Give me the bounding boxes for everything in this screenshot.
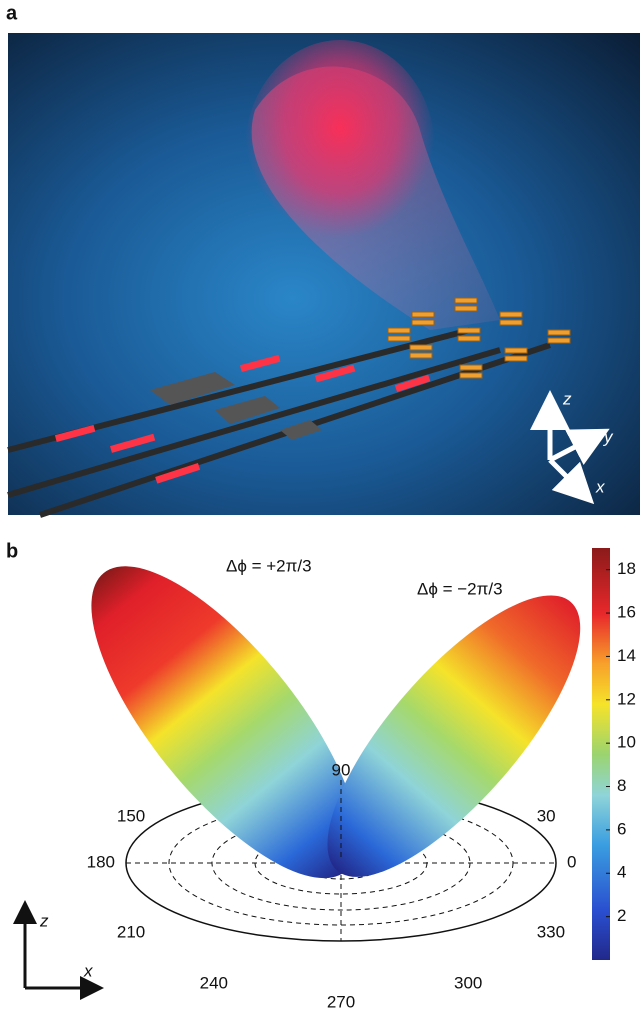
colorbar-tick-label: 18	[617, 559, 636, 578]
radiation-lobes	[91, 566, 581, 879]
colorbar-tick-label: 14	[617, 646, 636, 665]
axis-label: z	[562, 389, 572, 408]
colorbar-tick-label: 4	[617, 863, 626, 882]
axis-label: y	[603, 427, 614, 446]
polar-tick-label: 150	[117, 806, 145, 825]
annotation: Δϕ = +2π/3	[226, 556, 312, 575]
polar-tick-label: 270	[327, 992, 355, 1011]
colorbar-tick-label: 6	[617, 819, 626, 838]
axis-arrows	[13, 900, 104, 1000]
polar-tick-label: 240	[200, 974, 228, 993]
panel-label: b	[6, 540, 18, 562]
colorbar-tick-label: 16	[617, 603, 636, 622]
colorbar-tick-label: 10	[617, 733, 636, 752]
colorbar	[592, 548, 610, 960]
polar-tick-label: 30	[537, 806, 556, 825]
polar-tick-label: 300	[454, 974, 482, 993]
axis-label: x	[595, 477, 605, 496]
polar-tick-label: 90	[332, 760, 351, 779]
colorbar-tick-label: 8	[617, 776, 626, 795]
colorbar-tick-label: 2	[617, 906, 626, 925]
polar-tick-label: 180	[87, 852, 115, 871]
panel-label: a	[6, 2, 18, 24]
polar-tick-label: 210	[117, 922, 145, 941]
polar-tick-label: 330	[537, 922, 565, 941]
axis-label: z	[39, 911, 49, 930]
axis-label: x	[83, 961, 93, 980]
render-illustration	[7, 33, 640, 518]
polar-tick-label: 0	[567, 852, 576, 871]
annotation: Δϕ = −2π/3	[417, 579, 503, 598]
colorbar-tick-label: 12	[617, 689, 636, 708]
